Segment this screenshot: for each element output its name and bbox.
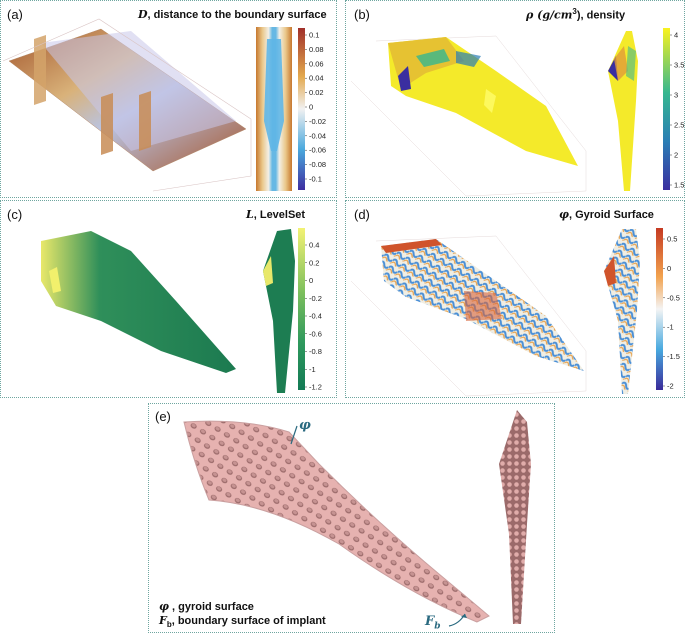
panel-d-colorbar-tick-label: 0 (667, 264, 671, 273)
panel-e-figure (183, 410, 531, 627)
panel-a-colorbar-tick-label: 0.1 (309, 31, 319, 40)
panel-a-3d-slice (2, 18, 252, 192)
panel-c-colorbar-tick-label: 0.2 (309, 258, 319, 267)
panel-d-figure: 0.5 0 -0.5 -1 -1.5 -2 (350, 228, 680, 397)
legend-boundary-sub: b (166, 620, 172, 630)
panel-c-3d-levelset (41, 231, 236, 373)
legend-gyroid-symbol: φ (159, 600, 169, 613)
panel-a-colorbar-tick-label: -0.04 (309, 131, 326, 140)
panel-d-3d-gyroid (381, 239, 584, 371)
panel-b-title-sup: 3 (572, 7, 577, 16)
fb-annotation: Fb (425, 614, 441, 632)
panel-d-title-text: , Gyroid Surface (568, 209, 654, 221)
panel-e: (e) φ Fb φ , gyroid surface Fb, boundar (148, 403, 555, 633)
panel-a-colorbar (298, 28, 305, 190)
panel-b: (b) ρ (g/cm3), density (345, 0, 685, 198)
panel-d-colorbar-tick-label: -1.5 (667, 352, 680, 361)
panel-c-colorbar-tick-label: -0.8 (309, 347, 322, 356)
panel-c-label: (c) (7, 207, 23, 222)
panel-c-title-text: , LevelSet (253, 209, 306, 221)
phi-arrow (290, 425, 298, 445)
panel-c-colorbar-tick-label: -0.4 (309, 312, 322, 321)
panel-c-colorbar-tick-label: 0 (309, 276, 313, 285)
panel-b-colorbar-tick-label: 1.5 (674, 181, 684, 190)
panel-d-title-symbol: φ (559, 208, 569, 221)
panel-a-label: (a) (7, 7, 23, 22)
panel-d-colorbar-tick-label: -0.5 (667, 293, 680, 302)
panel-d-colorbar-tick-label: 0.5 (667, 235, 677, 244)
legend-boundary-symbol: F (159, 614, 167, 627)
panel-b-title-symbol: ρ (g/cm (526, 8, 573, 22)
panel-a-colorbar-tick-label: -0.06 (309, 146, 326, 155)
panel-b-figure: 4 3.5 3 2.5 2 1.5 (350, 28, 684, 197)
panel-b-colorbar-tick-label: 2.5 (674, 121, 684, 130)
panel-c-colorbar-tick-label: -1.2 (309, 383, 322, 392)
panel-b-colorbar-tick-label: 3 (674, 91, 678, 100)
panel-a-colorbar-tick-label: 0.08 (309, 45, 324, 54)
panel-c-colorbar-tick-label: 0.4 (309, 241, 319, 250)
implant-2d-gyroid (499, 410, 531, 624)
panel-a-title-symbol: D (138, 8, 148, 21)
panel-b-2d-density (608, 31, 638, 191)
panel-e-legend: φ , gyroid surface Fb, boundary surface … (159, 600, 326, 632)
panel-b-colorbar-tick-label: 4 (674, 31, 678, 40)
panel-a-colorbar-tick-label: -0.1 (309, 175, 322, 184)
panel-c-colorbar-tick-label: -0.6 (309, 329, 322, 338)
legend-boundary-text: , boundary surface of implant (171, 615, 326, 627)
panel-b-colorbar (663, 28, 670, 190)
panel-b-label: (b) (354, 7, 370, 22)
panel-d-colorbar (656, 228, 663, 390)
panel-c-figure: 0.4 0.2 0 -0.2 -0.4 -0.6 -0.8 -1 -1.2 (41, 228, 322, 393)
fb-annotation-sub: b (434, 621, 441, 632)
panel-d-colorbar-tick-label: -1 (667, 323, 674, 332)
panel-b-3d-density (388, 37, 578, 166)
panel-e-label: (e) (155, 409, 171, 424)
panel-b-colorbar-tick-label: 3.5 (674, 61, 684, 70)
phi-annotation: φ (299, 418, 311, 433)
panel-c-colorbar (298, 228, 305, 390)
implant-3d-gyroid (183, 420, 490, 623)
panel-a-figure: 0.1 0.08 0.06 0.04 0.02 0 -0.02 -0.04 -0.06 -0.08… (2, 18, 326, 192)
panel-d-colorbar-tick-label: -2 (667, 382, 674, 391)
legend-gyroid-text: , gyroid surface (168, 601, 254, 613)
panel-b-title-text: ), density (576, 9, 626, 22)
panel-c-title-symbol: L (246, 208, 254, 221)
panel-a-colorbar-tick-label: -0.02 (309, 117, 326, 126)
panel-c-colorbar-tick-label: -0.2 (309, 294, 322, 303)
panel-d: (d) φ, Gyroid Surface (345, 200, 685, 398)
legend-boundary: Fb, boundary surface of implant (159, 614, 326, 632)
panel-d-2d-gyroid (604, 229, 640, 394)
panel-c-title: L, LevelSet (246, 208, 305, 221)
panel-c-colorbar-tick-label: -1 (309, 365, 316, 374)
panel-b-colorbar-tick-label: 2 (674, 151, 678, 160)
panel-a-colorbar-tick-label: -0.08 (309, 160, 326, 169)
legend-gyroid: φ , gyroid surface (159, 600, 326, 614)
panel-c-2d-levelset (263, 229, 295, 393)
panel-a-colorbar-tick-label: 0.04 (309, 74, 324, 83)
panel-b-title: ρ (g/cm3), density (526, 7, 625, 22)
panel-a: (a) D, distance to the boundary surface (0, 0, 337, 198)
panel-a-colorbar-tick-label: 0.02 (309, 88, 324, 97)
panel-d-title: φ, Gyroid Surface (559, 208, 654, 221)
panel-d-label: (d) (354, 207, 370, 222)
fb-annotation-symbol: F (425, 614, 435, 629)
panel-a-title: D, distance to the boundary surface (138, 8, 327, 21)
panel-a-title-text: , distance to the boundary surface (147, 9, 327, 21)
panel-a-colorbar-tick-label: 0 (309, 103, 313, 112)
panel-c: (c) L, LevelSet 0.4 0.2 0 -0.2 -0 (0, 200, 337, 398)
panel-a-colorbar-tick-label: 0.06 (309, 59, 324, 68)
